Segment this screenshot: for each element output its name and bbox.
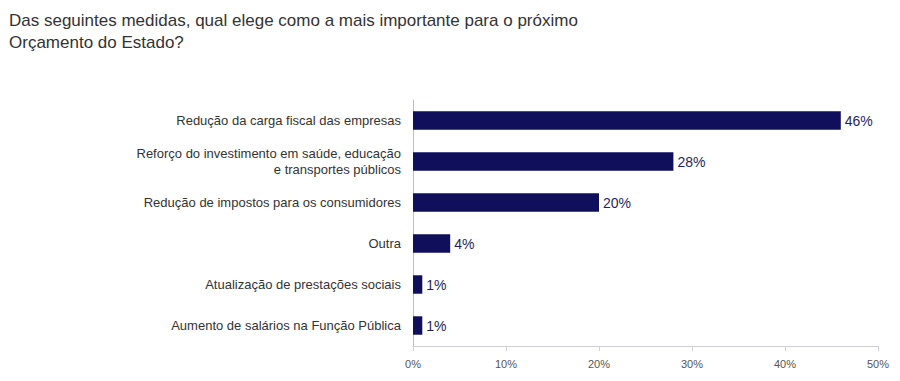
svg-text:Outra: Outra [368, 236, 401, 251]
svg-text:1%: 1% [426, 277, 446, 293]
svg-text:Reforço do investimento em saú: Reforço do investimento em saúde, educaç… [137, 146, 402, 161]
svg-text:0%: 0% [405, 358, 421, 370]
svg-text:e transportes públicos: e transportes públicos [274, 162, 402, 177]
svg-text:Orçamento do Estado?: Orçamento do Estado? [9, 33, 184, 52]
svg-text:20%: 20% [588, 358, 610, 370]
svg-text:20%: 20% [603, 195, 631, 211]
svg-text:Aumento de salários na Função: Aumento de salários na Função Pública [171, 318, 402, 333]
svg-text:Redução de impostos para os co: Redução de impostos para os consumidores [144, 195, 402, 210]
svg-text:10%: 10% [495, 358, 517, 370]
svg-text:50%: 50% [867, 358, 889, 370]
svg-text:28%: 28% [677, 154, 705, 170]
svg-text:1%: 1% [426, 318, 446, 334]
svg-text:4%: 4% [454, 236, 474, 252]
svg-text:Atualização de prestações soci: Atualização de prestações sociais [205, 277, 401, 292]
svg-text:46%: 46% [845, 113, 873, 129]
svg-text:Das seguintes medidas, qual el: Das seguintes medidas, qual elege como a… [9, 11, 578, 30]
svg-text:Redução da carga fiscal das em: Redução da carga fiscal das empresas [176, 113, 401, 128]
svg-text:30%: 30% [681, 358, 703, 370]
svg-text:40%: 40% [774, 358, 796, 370]
